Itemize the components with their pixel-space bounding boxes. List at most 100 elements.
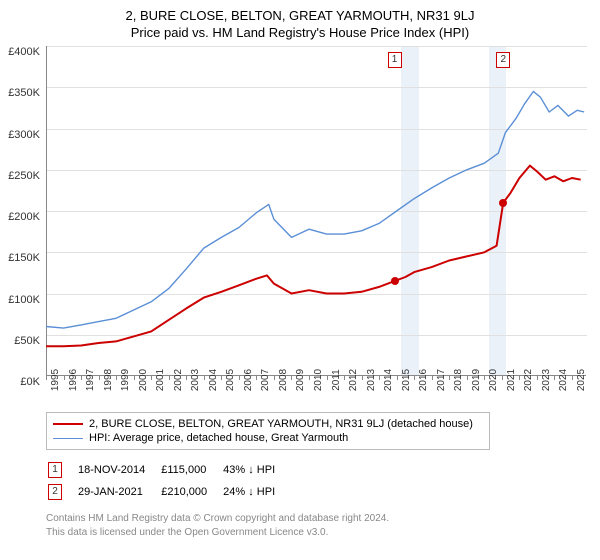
x-tick [554, 375, 555, 380]
x-tick [397, 375, 398, 380]
x-tick [327, 375, 328, 380]
x-axis-label: 1997 [85, 369, 96, 391]
x-tick [572, 375, 573, 380]
y-axis-label: £300K [8, 129, 40, 141]
x-tick [204, 375, 205, 380]
x-axis-label: 2007 [260, 369, 271, 391]
x-axis-label: 2006 [243, 369, 254, 391]
x-tick [256, 375, 257, 380]
x-axis-label: 1995 [50, 369, 61, 391]
x-axis-label: 2012 [348, 369, 359, 391]
x-tick [362, 375, 363, 380]
x-axis-label: 2016 [418, 369, 429, 391]
x-tick [502, 375, 503, 380]
x-axis-label: 2009 [295, 369, 306, 391]
legend: 2, BURE CLOSE, BELTON, GREAT YARMOUTH, N… [46, 412, 490, 450]
sale-index: 2 [48, 482, 76, 502]
y-axis-label: £400K [8, 46, 40, 58]
footer-line2: This data is licensed under the Open Gov… [46, 526, 600, 540]
x-axis-label: 2011 [331, 369, 342, 391]
sale-marker: 1 [388, 52, 402, 68]
y-axis-label: £50K [14, 335, 40, 347]
table-row: 118-NOV-2014£115,00043% ↓ HPI [48, 460, 289, 480]
x-tick [186, 375, 187, 380]
sale-dot [391, 277, 399, 285]
sale-index: 1 [48, 460, 76, 480]
x-tick [519, 375, 520, 380]
page-title-line1: 2, BURE CLOSE, BELTON, GREAT YARMOUTH, N… [0, 0, 600, 23]
legend-label: 2, BURE CLOSE, BELTON, GREAT YARMOUTH, N… [89, 418, 473, 430]
x-axis-label: 2001 [155, 369, 166, 391]
x-axis-label: 2018 [453, 369, 464, 391]
y-axis-label: £150K [8, 252, 40, 264]
x-tick [221, 375, 222, 380]
x-axis-label: 2000 [138, 369, 149, 391]
x-axis-label: 2003 [190, 369, 201, 391]
x-tick [537, 375, 538, 380]
footer-line1: Contains HM Land Registry data © Crown c… [46, 512, 600, 526]
x-axis-label: 2021 [506, 369, 517, 391]
x-tick [484, 375, 485, 380]
y-axis-label: £350K [8, 87, 40, 99]
x-axis-label: 2017 [436, 369, 447, 391]
x-axis-label: 1999 [120, 369, 131, 391]
sale-marker: 2 [496, 52, 510, 68]
x-axis-label: 2015 [401, 369, 412, 391]
x-axis-label: 2005 [225, 369, 236, 391]
x-axis-label: 2019 [471, 369, 482, 391]
x-tick [379, 375, 380, 380]
x-tick [291, 375, 292, 380]
legend-label: HPI: Average price, detached house, Grea… [89, 432, 348, 444]
sale-dot [499, 199, 507, 207]
x-axis-label: 2025 [576, 369, 587, 391]
x-axis-label: 2020 [488, 369, 499, 391]
sale-delta: 43% ↓ HPI [223, 460, 289, 480]
sale-price: £115,000 [161, 460, 221, 480]
x-tick [414, 375, 415, 380]
y-axis-label: £0K [20, 376, 40, 388]
legend-swatch [53, 438, 83, 439]
x-tick [116, 375, 117, 380]
legend-row: HPI: Average price, detached house, Grea… [53, 431, 483, 445]
x-axis-label: 2004 [208, 369, 219, 391]
x-axis-label: 2008 [278, 369, 289, 391]
sale-date: 29-JAN-2021 [78, 482, 159, 502]
footer: Contains HM Land Registry data © Crown c… [46, 512, 600, 539]
x-tick [467, 375, 468, 380]
x-tick [169, 375, 170, 380]
x-tick [309, 375, 310, 380]
x-tick [46, 375, 47, 380]
sale-date: 18-NOV-2014 [78, 460, 159, 480]
x-axis-label: 2022 [523, 369, 534, 391]
x-axis-label: 2023 [541, 369, 552, 391]
x-axis-label: 2014 [383, 369, 394, 391]
x-axis-label: 2024 [558, 369, 569, 391]
x-axis-label: 2002 [173, 369, 184, 391]
x-tick [344, 375, 345, 380]
x-tick [239, 375, 240, 380]
series-hpi [46, 91, 584, 328]
legend-row: 2, BURE CLOSE, BELTON, GREAT YARMOUTH, N… [53, 417, 483, 431]
x-tick [134, 375, 135, 380]
sale-delta: 24% ↓ HPI [223, 482, 289, 502]
y-axis-label: £100K [8, 294, 40, 306]
x-tick [274, 375, 275, 380]
y-axis-label: £250K [8, 170, 40, 182]
x-tick [81, 375, 82, 380]
table-row: 229-JAN-2021£210,00024% ↓ HPI [48, 482, 289, 502]
chart-lines [46, 46, 586, 376]
x-axis-label: 1998 [103, 369, 114, 391]
sale-price: £210,000 [161, 482, 221, 502]
x-tick [432, 375, 433, 380]
price-chart: £0K£50K£100K£150K£200K£250K£300K£350K£40… [46, 46, 586, 376]
series-property [46, 166, 581, 347]
x-tick [99, 375, 100, 380]
x-tick [449, 375, 450, 380]
x-tick [151, 375, 152, 380]
x-tick [64, 375, 65, 380]
sales-table: 118-NOV-2014£115,00043% ↓ HPI229-JAN-202… [46, 458, 291, 504]
x-axis-label: 2010 [313, 369, 324, 391]
page-title-line2: Price paid vs. HM Land Registry's House … [0, 23, 600, 46]
x-axis-label: 2013 [366, 369, 377, 391]
x-axis-label: 1996 [68, 369, 79, 391]
